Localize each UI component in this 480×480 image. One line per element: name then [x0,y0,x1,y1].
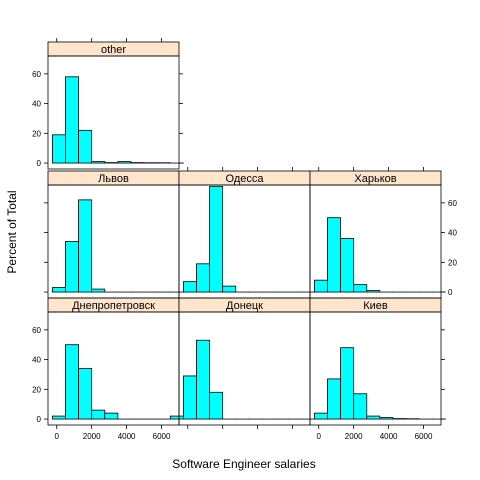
histogram-bar [182,281,197,293]
histogram-bar [340,347,355,420]
histogram-bar [209,186,224,293]
y-axis-title: Percent of Total [5,190,19,273]
histogram-bar [91,161,106,164]
histogram-bar [104,412,119,420]
histogram-bar [313,279,328,293]
histogram-bar [51,287,66,293]
x-tick-label: 0 [317,432,322,441]
histogram-bar [327,217,341,293]
panel-1: Донецк [178,297,315,429]
x-tick-label: 2000 [83,432,101,441]
histogram-bar [209,391,224,420]
y-tick-label: 40 [32,356,41,365]
histogram-bar [222,285,237,293]
histogram-bar [78,368,93,420]
histogram-bar [366,290,381,293]
panel-0: Днепропетровск 0 2000 4000 6000 0 20 40 60 [32,297,184,441]
y-tick-label: 40 [32,100,41,109]
y-tick-label: 0 [37,415,42,424]
panel-5: Харьков 0 20 40 60 [309,167,457,299]
histogram-bar [91,409,106,420]
histogram-bar [353,393,368,420]
panel-strip-label: Донецк [226,300,263,312]
histogram-bar [327,378,341,420]
histogram-bar [313,412,328,420]
histogram-bar [196,263,210,293]
histogram-bar [65,241,79,293]
histogram-bar [340,238,355,293]
x-axis-title: Software Engineer salaries [172,457,315,471]
histogram-bar [379,417,394,420]
y-tick-label-right: 20 [448,258,457,267]
panel-strip-label: Львов [98,173,129,185]
histogram-bar [196,339,210,420]
y-tick-label-right: 40 [448,229,457,238]
x-tick-label: 2000 [345,432,363,441]
x-tick-label: 0 [55,432,60,441]
panel-6: other 0 20 40 60 [32,38,184,170]
panel-strip-label: other [101,44,126,56]
x-tick-label: 4000 [380,432,398,441]
panel-strip-label: Харьков [354,173,396,185]
panel-3: Львов [44,170,184,299]
panel-frame [309,311,442,426]
histogram-bar [91,288,106,293]
histogram-bar [51,415,66,420]
y-tick-label-right: 0 [448,288,453,297]
histogram-bar [353,284,368,293]
histogram-bar [51,134,66,164]
y-tick-label: 20 [32,385,41,394]
histogram-bar [117,161,132,164]
panel-frame [309,184,442,299]
y-tick-label: 0 [37,159,42,168]
x-tick-label: 6000 [415,432,433,441]
histogram-bar [366,415,381,420]
panel-frame [47,55,180,170]
histogram-bar [78,129,93,164]
panel-2: Киев 0 2000 4000 6000 [309,297,446,441]
histogram-bar [169,415,184,420]
panel-strip-label: Киев [363,300,388,312]
panel-4: Одесса [178,167,315,299]
histogram-bar [65,344,79,420]
y-tick-label: 20 [32,129,41,138]
panel-strip-label: Одесса [226,173,265,185]
x-tick-label: 6000 [153,432,171,441]
x-tick-label: 4000 [118,432,136,441]
histogram-bar [78,199,93,293]
y-tick-label: 60 [32,326,41,335]
histogram-bar [65,76,79,164]
y-tick-label: 60 [32,70,41,79]
panel-strip-label: Днепропетровск [72,300,155,312]
histogram-bar [182,375,197,420]
y-tick-label-right: 60 [448,199,457,208]
